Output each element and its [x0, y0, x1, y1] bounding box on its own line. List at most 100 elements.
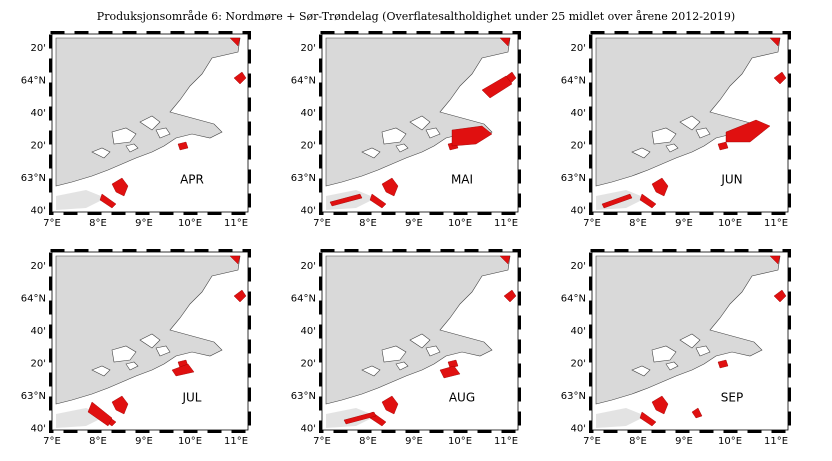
lat-tick-label: 20'	[31, 359, 46, 370]
island	[695, 345, 711, 357]
month-label: AUG	[449, 391, 475, 405]
low-salinity-area	[639, 193, 657, 209]
island	[395, 361, 409, 371]
month-label: JUL	[181, 391, 201, 405]
month-label: MAI	[451, 173, 473, 187]
lat-tick-label: 64°N	[561, 294, 586, 305]
low-salinity-area	[601, 193, 633, 209]
lon-tick-label: 10°E	[178, 436, 202, 447]
island	[139, 115, 161, 131]
low-salinity-area	[773, 289, 787, 303]
lon-tick-label: 7°E	[583, 436, 601, 447]
lat-tick-label: 20'	[301, 359, 316, 370]
lon-tick-label: 7°E	[313, 436, 331, 447]
lat-tick-label: 20'	[571, 43, 586, 54]
lat-tick-label: 63°N	[291, 391, 316, 402]
month-label: APR	[180, 173, 204, 187]
month-label: SEP	[721, 391, 743, 405]
low-salinity-area	[229, 37, 241, 47]
lon-tick-label: 11°E	[224, 218, 248, 229]
low-salinity-area	[451, 125, 493, 147]
island	[125, 361, 139, 371]
lon-tick-label: 11°E	[494, 218, 518, 229]
lon-tick-label: 11°E	[764, 218, 788, 229]
lat-tick-label: 40'	[31, 424, 46, 435]
island	[631, 147, 651, 159]
low-salinity-area	[229, 255, 241, 265]
lat-tick-label: 63°N	[21, 391, 46, 402]
lat-tick-label: 40'	[31, 108, 46, 119]
lat-tick-label: 20'	[571, 141, 586, 152]
lon-tick-label: 10°E	[178, 218, 202, 229]
low-salinity-area	[725, 119, 771, 143]
low-salinity-area	[329, 193, 363, 207]
frame-dash	[319, 249, 521, 433]
low-salinity-area	[369, 193, 387, 209]
lat-tick-label: 40'	[301, 424, 316, 435]
island	[425, 127, 441, 139]
low-salinity-area	[503, 289, 517, 303]
lat-tick-label: 64°N	[21, 76, 46, 87]
low-salinity-area	[171, 363, 195, 377]
lon-tick-label: 9°E	[135, 436, 153, 447]
lat-tick-label: 40'	[301, 108, 316, 119]
low-salinity-area	[499, 255, 511, 265]
island	[361, 147, 381, 159]
island	[155, 127, 171, 139]
lat-tick-label: 20'	[301, 261, 316, 272]
lat-tick-label: 20'	[301, 43, 316, 54]
island	[679, 115, 701, 131]
lon-tick-label: 8°E	[89, 436, 107, 447]
lat-tick-label: 40'	[31, 326, 46, 337]
lat-tick-label: 64°N	[21, 294, 46, 305]
lat-tick-label: 63°N	[291, 173, 316, 184]
lat-tick-label: 63°N	[561, 391, 586, 402]
lat-tick-label: 40'	[571, 206, 586, 217]
figure-title: Produksjonsområde 6: Nordmøre + Sør-Trøn…	[97, 10, 735, 23]
lon-tick-label: 9°E	[405, 218, 423, 229]
lon-tick-label: 9°E	[135, 218, 153, 229]
frame-dash	[589, 249, 791, 433]
island	[651, 127, 677, 145]
island	[425, 345, 441, 357]
lon-tick-label: 7°E	[313, 218, 331, 229]
low-salinity-area	[651, 395, 669, 415]
low-salinity-area	[87, 401, 113, 427]
island	[631, 365, 651, 377]
lat-tick-label: 20'	[301, 141, 316, 152]
island	[111, 345, 137, 363]
lat-tick-label: 64°N	[291, 76, 316, 87]
lat-tick-label: 40'	[301, 206, 316, 217]
lat-tick-label: 40'	[301, 326, 316, 337]
island	[395, 143, 409, 153]
low-salinity-area	[111, 395, 129, 415]
lon-tick-label: 7°E	[43, 218, 61, 229]
island	[665, 143, 679, 153]
lat-tick-label: 64°N	[291, 294, 316, 305]
low-salinity-area	[177, 141, 189, 151]
low-salinity-area	[447, 359, 459, 369]
lon-tick-label: 8°E	[89, 218, 107, 229]
island	[381, 345, 407, 363]
lon-tick-label: 11°E	[494, 436, 518, 447]
low-salinity-area	[381, 395, 399, 415]
island	[665, 361, 679, 371]
low-salinity-area	[691, 407, 703, 419]
lat-tick-label: 20'	[571, 359, 586, 370]
lon-tick-label: 8°E	[629, 436, 647, 447]
lon-tick-label: 8°E	[359, 436, 377, 447]
lon-tick-label: 8°E	[359, 218, 377, 229]
island	[155, 345, 171, 357]
lat-tick-label: 40'	[571, 326, 586, 337]
lat-tick-label: 20'	[31, 261, 46, 272]
lon-tick-label: 10°E	[448, 436, 472, 447]
low-salinity-area	[481, 75, 513, 99]
lon-tick-label: 9°E	[675, 218, 693, 229]
island	[361, 365, 381, 377]
low-salinity-area	[343, 411, 377, 425]
